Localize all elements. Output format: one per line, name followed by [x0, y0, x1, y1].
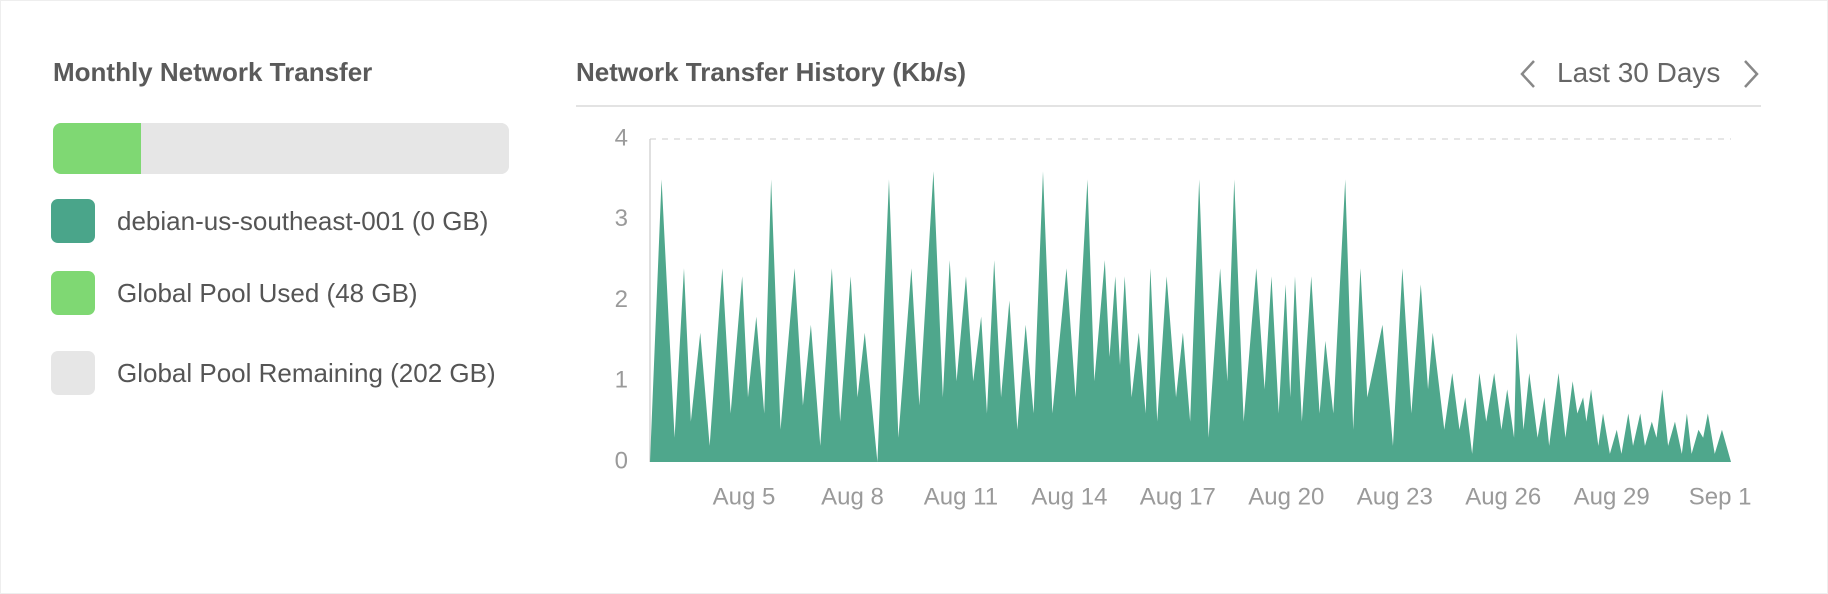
y-tick-label: 1 [615, 367, 628, 394]
x-tick-label: Aug 17 [1140, 483, 1216, 510]
legend-item: Global Pool Used (48 GB) [51, 271, 557, 315]
legend-swatch [51, 271, 95, 315]
prev-button[interactable] [1516, 57, 1540, 91]
legend-item: debian-us-southeast-001 (0 GB) [51, 199, 557, 243]
x-tick-label: Aug 5 [713, 483, 776, 510]
x-tick-label: Aug 14 [1031, 483, 1107, 510]
y-tick-label: 4 [615, 124, 628, 151]
chart-title: Network Transfer History (Kb/s) [576, 57, 967, 87]
y-tick-label: 0 [615, 447, 628, 474]
next-button[interactable] [1739, 57, 1763, 91]
x-tick-label: Aug 11 [924, 483, 998, 510]
panel-title: Monthly Network Transfer [53, 57, 373, 87]
usage-segment [140, 123, 509, 174]
legend-swatch [51, 199, 95, 243]
area [650, 171, 1731, 463]
x-tick-label: Aug 26 [1465, 483, 1541, 510]
legend-label: debian-us-southeast-001 (0 GB) [117, 206, 489, 236]
divider [576, 105, 1761, 107]
legend-label: Global Pool Used (48 GB) [117, 278, 418, 308]
range-label: Last 30 Days [1557, 57, 1721, 88]
x-tick-label: Aug 20 [1248, 483, 1324, 510]
legend-swatch [51, 351, 95, 395]
legend-label: Global Pool Remaining (202 GB) [117, 358, 496, 388]
x-tick-label: Aug 23 [1357, 483, 1433, 510]
legend-item: Global Pool Remaining (202 GB) [51, 351, 557, 395]
x-tick-label: Sep 1 [1689, 483, 1752, 510]
usage-segment [53, 123, 141, 174]
y-tick-label: 2 [615, 286, 628, 313]
usage-bar [53, 123, 509, 174]
x-tick-label: Aug 8 [821, 483, 884, 510]
y-tick-label: 3 [615, 205, 628, 232]
x-tick-label: Aug 29 [1574, 483, 1650, 510]
